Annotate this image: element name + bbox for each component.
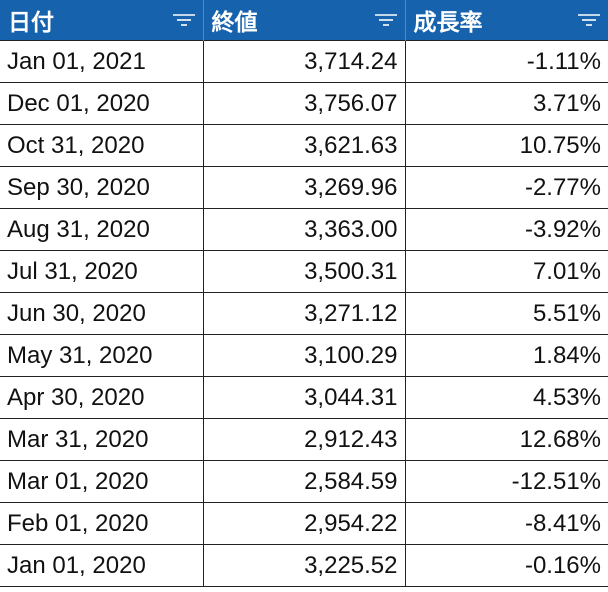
table-row: Feb 01, 2020 2,954.22 -8.41% [0, 502, 608, 545]
table-cell: Mar 01, 2020 [0, 460, 204, 503]
table-cell: 3.71% [404, 82, 608, 125]
header-text: 終値 [211, 9, 258, 35]
column-header: 日付 [0, 0, 204, 41]
table-cell: May 31, 2020 [0, 334, 204, 377]
table-row: Jan 01, 2021 3,714.24 -1.11% [0, 40, 608, 83]
table-cell: Jan 01, 2020 [0, 544, 204, 587]
table-row: Oct 31, 2020 3,621.63 10.75% [0, 124, 608, 167]
table-cell: 5.51% [404, 292, 608, 335]
table-cell: Dec 01, 2020 [0, 82, 204, 125]
table-row: Sep 30, 2020 3,269.96 -2.77% [0, 166, 608, 209]
table-cell: 3,621.63 [202, 124, 406, 167]
table-cell: 1.84% [404, 334, 608, 377]
table-cell: Feb 01, 2020 [0, 502, 204, 545]
table-cell: 4.53% [404, 376, 608, 419]
header-text: 日付 [8, 9, 54, 35]
table-cell: 3,100.29 [202, 334, 406, 377]
table-cell: Jul 31, 2020 [0, 250, 204, 293]
table-cell: Oct 31, 2020 [0, 124, 204, 167]
table-cell: -3.92% [404, 208, 608, 251]
table-cell: 2,912.43 [202, 418, 406, 461]
table-cell: 3,044.31 [202, 376, 406, 419]
header-row: 日付 終値 成長率 [0, 0, 608, 41]
table-cell: 3,363.00 [202, 208, 406, 251]
table-cell: Sep 30, 2020 [0, 166, 204, 209]
table-body: Jan 01, 2021 3,714.24 -1.11% Dec 01, 2020 3,… [0, 40, 608, 587]
filter-button[interactable] [172, 13, 195, 27]
table-cell: 3,269.96 [202, 166, 406, 209]
header-text: 成長率 [413, 9, 483, 35]
table-cell: 2,954.22 [202, 502, 406, 545]
table-cell: Apr 30, 2020 [0, 376, 204, 419]
table-cell: -0.16% [404, 544, 608, 587]
table-row: May 31, 2020 3,100.29 1.84% [0, 334, 608, 377]
column-header: 成長率 [405, 0, 608, 41]
table-cell: 3,271.12 [202, 292, 406, 335]
filter-button[interactable] [578, 13, 600, 27]
table-cell: Jun 30, 2020 [0, 292, 204, 335]
filter-button[interactable] [374, 13, 397, 27]
column-header: 終値 [203, 0, 406, 41]
table-cell: 3,500.31 [202, 250, 406, 293]
table-cell: 12.68% [404, 418, 608, 461]
table-row: Jan 01, 2020 3,225.52 -0.16% [0, 544, 608, 587]
table-row: Aug 31, 2020 3,363.00 -3.92% [0, 208, 608, 251]
table-cell: Jan 01, 2021 [0, 40, 204, 83]
table-cell: 10.75% [404, 124, 608, 167]
table-row: Dec 01, 2020 3,756.07 3.71% [0, 82, 608, 125]
table-cell: 3,756.07 [202, 82, 406, 125]
table-cell: -12.51% [404, 460, 608, 503]
table-row: Mar 31, 2020 2,912.43 12.68% [0, 418, 608, 461]
table-row: Mar 01, 2020 2,584.59 -12.51% [0, 460, 608, 503]
table-cell: 2,584.59 [202, 460, 406, 503]
table-cell: -2.77% [404, 166, 608, 209]
table-cell: 3,714.24 [202, 40, 406, 83]
table-cell: 7.01% [404, 250, 608, 293]
table-row: Apr 30, 2020 3,044.31 4.53% [0, 376, 608, 419]
table-cell: -1.11% [404, 40, 608, 83]
table-row: Jun 30, 2020 3,271.12 5.51% [0, 292, 608, 335]
table-cell: Mar 31, 2020 [0, 418, 204, 461]
table-cell: Aug 31, 2020 [0, 208, 204, 251]
table-row: Jul 31, 2020 3,500.31 7.01% [0, 250, 608, 293]
table-cell: -8.41% [404, 502, 608, 545]
table-cell: 3,225.52 [202, 544, 406, 587]
